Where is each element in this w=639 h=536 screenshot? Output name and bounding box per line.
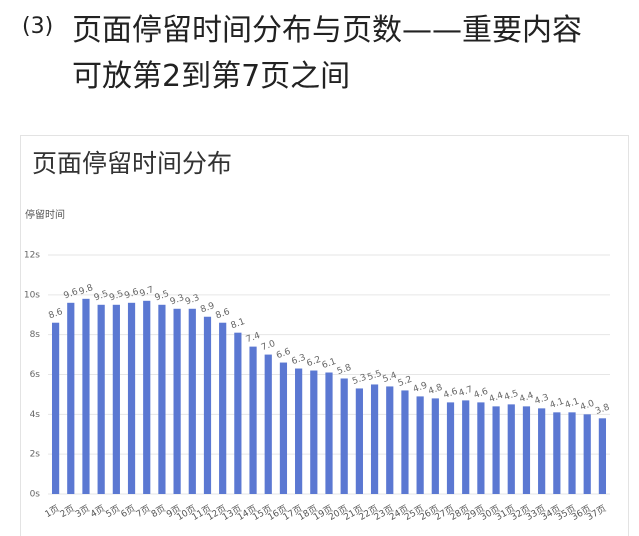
bar bbox=[295, 368, 303, 494]
value-label: 4.4 bbox=[518, 391, 535, 405]
value-label: 4.4 bbox=[488, 391, 505, 405]
y-tick-label: 6s bbox=[30, 370, 41, 380]
bar bbox=[234, 332, 242, 494]
bar bbox=[355, 388, 363, 494]
value-label: 9.3 bbox=[184, 293, 201, 307]
bar bbox=[386, 386, 394, 494]
value-label: 9.5 bbox=[154, 289, 171, 303]
value-label: 4.0 bbox=[579, 399, 596, 413]
chart-frame bbox=[20, 135, 629, 536]
bar bbox=[67, 302, 75, 494]
value-label: 4.3 bbox=[533, 393, 550, 407]
bar bbox=[188, 308, 196, 494]
value-label: 8.6 bbox=[214, 307, 231, 321]
value-label: 8.1 bbox=[230, 317, 247, 331]
bar bbox=[279, 362, 288, 494]
value-label: 9.8 bbox=[78, 283, 95, 297]
value-label: 4.6 bbox=[442, 387, 459, 401]
value-label: 9.6 bbox=[123, 287, 140, 301]
y-tick-label: 10s bbox=[24, 290, 40, 300]
bar bbox=[446, 402, 455, 494]
y-tick-label: 8s bbox=[30, 330, 41, 340]
value-label: 9.6 bbox=[63, 287, 80, 301]
heading-number: (3) bbox=[22, 14, 54, 39]
value-label: 7.4 bbox=[245, 331, 262, 345]
bar bbox=[219, 322, 227, 494]
bar bbox=[127, 302, 136, 494]
y-tick-label: 4s bbox=[30, 410, 41, 420]
chart: 页面停留时间分布 停留时间 0s2s4s6s8s10s12s1页8.62页9.6… bbox=[20, 135, 629, 536]
bar bbox=[568, 412, 576, 494]
value-label: 5.4 bbox=[381, 371, 398, 385]
value-label: 6.6 bbox=[275, 347, 292, 361]
bar bbox=[249, 346, 257, 494]
value-label: 6.3 bbox=[290, 353, 307, 367]
value-label: 4.9 bbox=[412, 381, 429, 395]
bar bbox=[416, 396, 424, 494]
bar bbox=[462, 400, 470, 494]
heading-text: 页面停留时间分布与页数——重要内容可放第2到第7页之间 bbox=[72, 13, 582, 94]
bar bbox=[143, 300, 151, 494]
bar bbox=[51, 322, 60, 494]
value-label: 4.1 bbox=[564, 397, 581, 411]
bar bbox=[158, 304, 166, 494]
bar bbox=[173, 308, 181, 494]
bar bbox=[82, 298, 90, 494]
value-label: 3.8 bbox=[594, 403, 611, 417]
bar bbox=[203, 316, 212, 494]
bar bbox=[522, 406, 531, 494]
bar bbox=[264, 354, 272, 494]
bar bbox=[310, 370, 318, 494]
y-axis-label: 停留时间 bbox=[25, 208, 65, 221]
bar bbox=[492, 406, 500, 494]
y-tick-label: 2s bbox=[30, 450, 41, 460]
value-label: 5.5 bbox=[366, 369, 383, 383]
bar bbox=[97, 304, 105, 494]
bar bbox=[598, 418, 607, 494]
bar bbox=[583, 414, 591, 494]
value-label: 7.0 bbox=[260, 339, 277, 353]
value-label: 5.2 bbox=[397, 375, 414, 389]
bar bbox=[507, 404, 515, 494]
value-label: 4.8 bbox=[427, 383, 444, 397]
bar bbox=[112, 304, 120, 494]
value-label: 4.6 bbox=[473, 387, 490, 401]
bar bbox=[538, 408, 546, 494]
bar bbox=[370, 384, 379, 494]
value-label: 9.7 bbox=[138, 285, 155, 299]
value-label: 4.5 bbox=[503, 389, 520, 403]
bar bbox=[431, 398, 439, 494]
value-label: 9.5 bbox=[93, 289, 110, 303]
value-label: 8.6 bbox=[47, 307, 64, 321]
value-label: 5.8 bbox=[336, 363, 353, 377]
value-label: 6.2 bbox=[306, 355, 323, 369]
y-tick-label: 0s bbox=[30, 490, 41, 500]
value-label: 6.1 bbox=[321, 357, 338, 371]
y-tick-label: 12s bbox=[24, 251, 40, 261]
value-label: 4.1 bbox=[549, 397, 566, 411]
bar bbox=[401, 390, 409, 494]
bar bbox=[340, 378, 348, 494]
bar bbox=[477, 402, 485, 494]
value-label: 9.3 bbox=[169, 293, 186, 307]
bar bbox=[553, 412, 561, 494]
bar bbox=[325, 372, 333, 494]
value-label: 5.3 bbox=[351, 373, 368, 387]
value-label: 8.9 bbox=[199, 301, 216, 315]
value-label: 4.7 bbox=[457, 385, 474, 399]
chart-title: 页面停留时间分布 bbox=[32, 149, 232, 178]
value-label: 9.5 bbox=[108, 289, 125, 303]
